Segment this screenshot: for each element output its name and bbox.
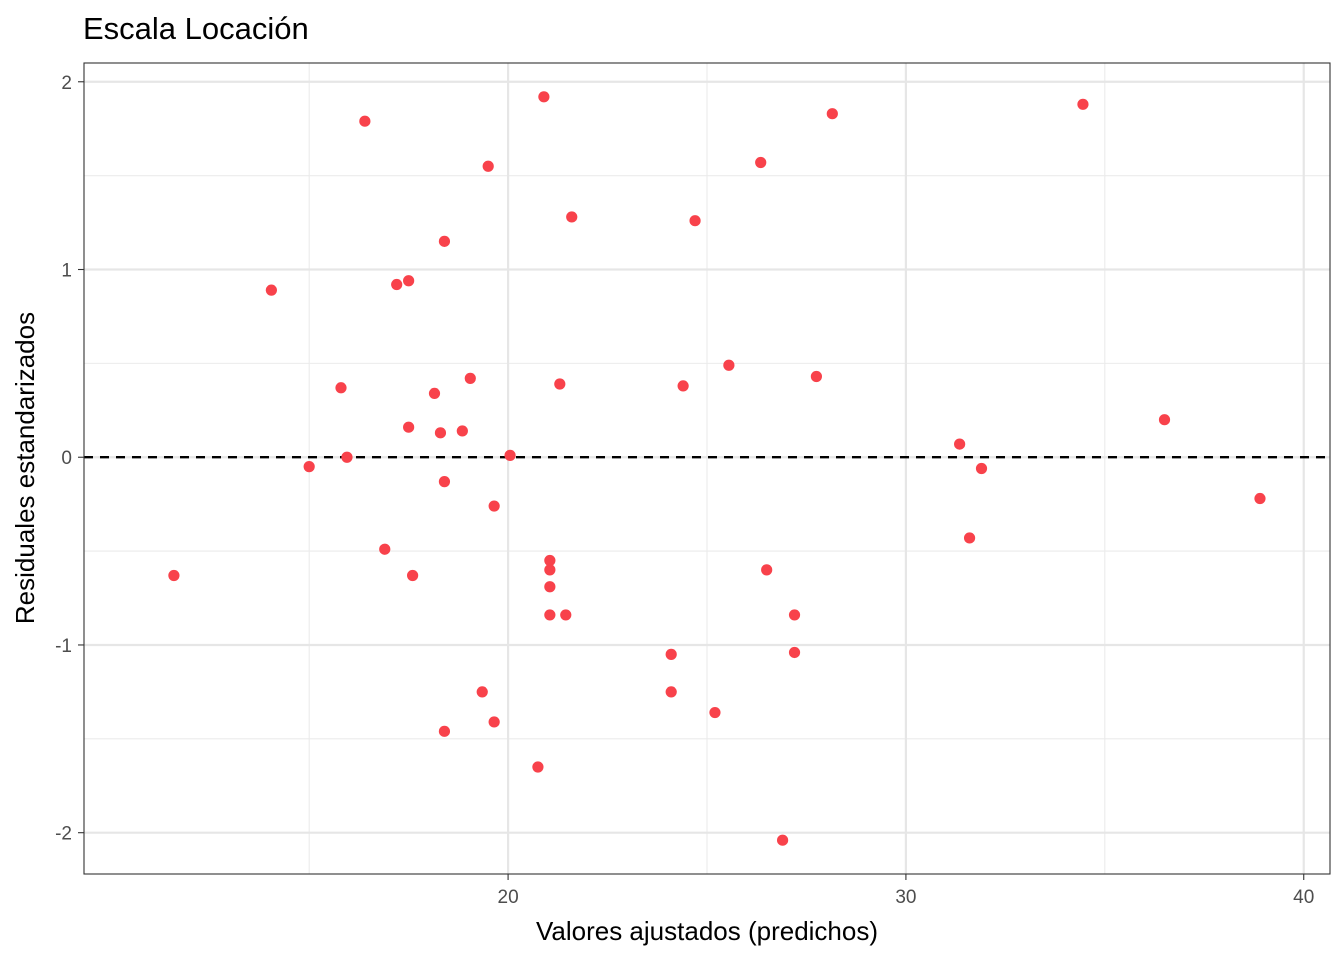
panel-border	[83, 62, 1331, 875]
data-point-4	[341, 451, 353, 463]
data-point-31	[566, 211, 578, 223]
x-axis: 20 30 40	[498, 874, 1314, 908]
data-point-29	[554, 378, 566, 390]
data-point-19	[482, 160, 494, 172]
y-tick-label-3: 1	[61, 261, 72, 282]
data-point-28	[544, 609, 556, 621]
data-point-18	[476, 686, 488, 698]
data-point-27	[544, 581, 556, 593]
data-point-2	[303, 461, 315, 473]
data-point-25	[544, 554, 556, 567]
data-point-43	[810, 370, 823, 383]
data-point-32	[665, 648, 677, 660]
data-point-30	[560, 609, 572, 621]
data-points	[168, 91, 1266, 846]
y-axis: -2 -1 0 1 2	[55, 73, 84, 845]
data-point-42	[788, 646, 801, 659]
major-gridlines	[84, 63, 1330, 874]
data-point-3	[335, 382, 347, 394]
data-point-14	[438, 476, 451, 488]
data-point-48	[1077, 98, 1089, 110]
data-point-22	[504, 449, 516, 461]
data-point-37	[723, 359, 735, 371]
data-point-11	[428, 387, 441, 400]
data-point-9	[403, 275, 415, 287]
data-point-26	[544, 564, 556, 576]
y-axis-title: Residuales estandarizados	[10, 312, 40, 624]
data-point-21	[488, 716, 500, 728]
data-point-41	[788, 609, 801, 621]
data-point-10	[407, 569, 419, 582]
data-point-34	[677, 380, 689, 392]
x-tick-label-0: 20	[498, 887, 519, 908]
data-point-23	[532, 761, 544, 773]
x-tick-label-1: 30	[895, 887, 916, 908]
data-point-45	[954, 438, 966, 450]
minor-gridlines	[84, 63, 1330, 874]
y-tick-label-4: 2	[61, 73, 72, 94]
data-point-33	[665, 686, 677, 698]
data-point-1	[265, 284, 277, 296]
y-tick-label-0: -2	[55, 824, 72, 845]
data-point-8	[403, 421, 415, 433]
data-point-47	[975, 462, 988, 475]
data-point-40	[776, 834, 789, 846]
data-point-7	[391, 278, 403, 291]
data-point-38	[755, 156, 767, 169]
chart-title: Escala Locación	[83, 11, 309, 46]
data-point-13	[438, 235, 451, 247]
data-point-46	[963, 532, 976, 544]
data-point-50	[1254, 492, 1266, 505]
data-point-15	[438, 725, 451, 737]
data-point-16	[456, 425, 468, 437]
y-tick-label-1: -1	[55, 636, 72, 657]
data-point-20	[488, 500, 500, 512]
data-point-39	[761, 564, 773, 576]
data-point-36	[709, 706, 721, 719]
data-point-6	[379, 543, 391, 555]
data-point-44	[826, 108, 838, 120]
data-point-49	[1158, 414, 1171, 426]
data-point-5	[359, 115, 371, 127]
data-point-24	[538, 91, 550, 103]
data-point-35	[689, 215, 701, 227]
data-point-12	[434, 427, 447, 439]
x-tick-label-2: 40	[1293, 887, 1314, 908]
y-tick-label-2: 0	[61, 448, 72, 469]
data-point-17	[464, 372, 476, 384]
plot-panel	[83, 62, 1331, 875]
data-point-0	[168, 569, 180, 582]
x-axis-title: Valores ajustados (predichos)	[536, 916, 878, 946]
